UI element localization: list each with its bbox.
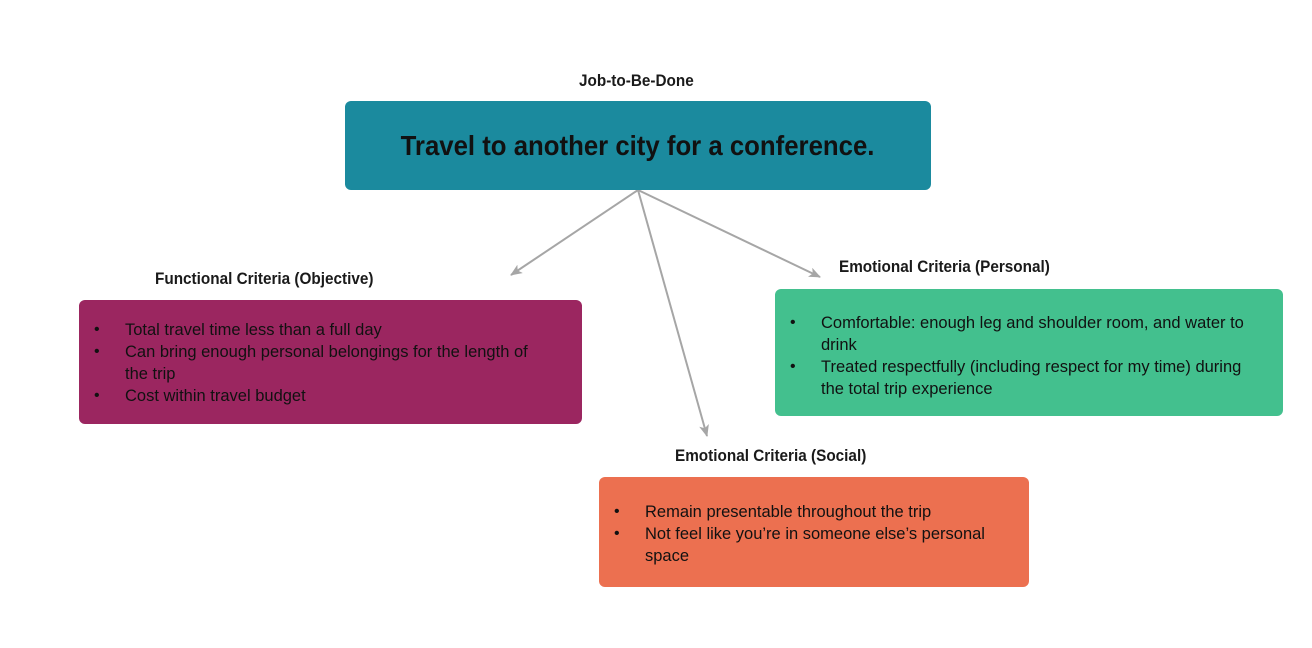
- functional-box: Total travel time less than a full day C…: [79, 300, 582, 424]
- list-item: Can bring enough personal belongings for…: [79, 341, 542, 385]
- functional-heading: Functional Criteria (Objective): [155, 269, 374, 288]
- list-item: Not feel like you’re in someone else’s p…: [599, 523, 989, 567]
- list-item: Comfortable: enough leg and shoulder roo…: [775, 312, 1253, 356]
- arrow-to-personal: [637, 189, 821, 278]
- personal-list: Comfortable: enough leg and shoulder roo…: [775, 312, 1253, 400]
- social-heading: Emotional Criteria (Social): [675, 446, 867, 465]
- list-item: Cost within travel budget: [79, 385, 542, 407]
- personal-heading: Emotional Criteria (Personal): [839, 257, 1050, 276]
- job-heading: Job-to-Be-Done: [579, 71, 694, 90]
- list-item: Total travel time less than a full day: [79, 319, 542, 341]
- job-title: Travel to another city for a conference.: [401, 129, 875, 161]
- social-box: Remain presentable throughout the trip N…: [599, 477, 1029, 587]
- functional-list: Total travel time less than a full day C…: [79, 319, 542, 407]
- list-item: Remain presentable throughout the trip: [599, 501, 989, 523]
- social-list: Remain presentable throughout the trip N…: [599, 501, 989, 567]
- job-box: Travel to another city for a conference.: [345, 101, 931, 190]
- arrow-to-social: [637, 189, 709, 437]
- arrow-to-functional: [510, 189, 639, 276]
- list-item: Treated respectfully (including respect …: [775, 356, 1253, 400]
- personal-box: Comfortable: enough leg and shoulder roo…: [775, 289, 1283, 416]
